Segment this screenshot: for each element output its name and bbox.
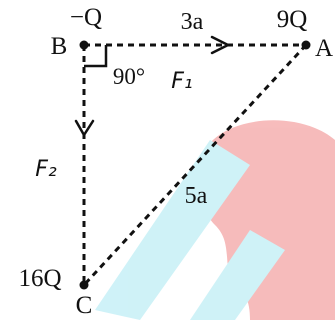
edge-ba-label: 3a (181, 9, 204, 35)
charge-a-label: 9Q (277, 6, 308, 33)
force-f1-arrow-icon (210, 35, 230, 55)
force-f2-arrow-icon (74, 119, 95, 137)
charge-b-label: −Q (70, 4, 102, 31)
point-b-dot (79, 40, 89, 50)
point-c-label: C (76, 292, 93, 319)
charge-c-label: 16Q (18, 265, 61, 292)
force-f1-label: F₁ (171, 69, 192, 94)
edge-ac-label: 5a (185, 183, 208, 209)
watermark-cyan-strip (190, 230, 285, 320)
watermark (95, 120, 335, 320)
point-a-label: A (315, 35, 333, 62)
point-a-dot (301, 40, 311, 50)
point-c-dot (79, 280, 89, 290)
right-angle-marker (84, 45, 108, 68)
force-f2-label: F₂ (35, 157, 57, 182)
watermark-cyan-band (95, 140, 250, 320)
angle-label: 90° (113, 64, 145, 89)
point-b-label: B (51, 33, 68, 60)
